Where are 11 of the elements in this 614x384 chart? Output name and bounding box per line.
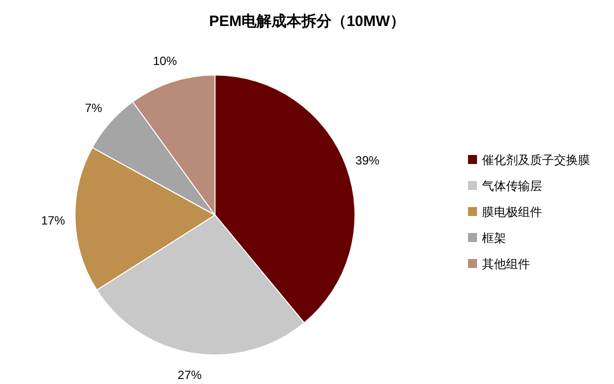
data-label: 7% (84, 101, 102, 116)
data-label: 27% (178, 368, 202, 382)
data-label: 39% (355, 153, 380, 168)
data-label: 10% (152, 54, 178, 68)
legend-label: 框架 (482, 231, 506, 246)
legend-label: 膜电极组件 (482, 205, 542, 220)
legend-label: 催化剂及质子交换膜 (482, 153, 590, 168)
legend-label: 其他组件 (482, 257, 530, 272)
legend-label: 气体传输层 (482, 179, 542, 194)
data-label: 17% (41, 213, 66, 228)
chart-title: PEM电解成本拆分（10MW） (209, 13, 405, 30)
